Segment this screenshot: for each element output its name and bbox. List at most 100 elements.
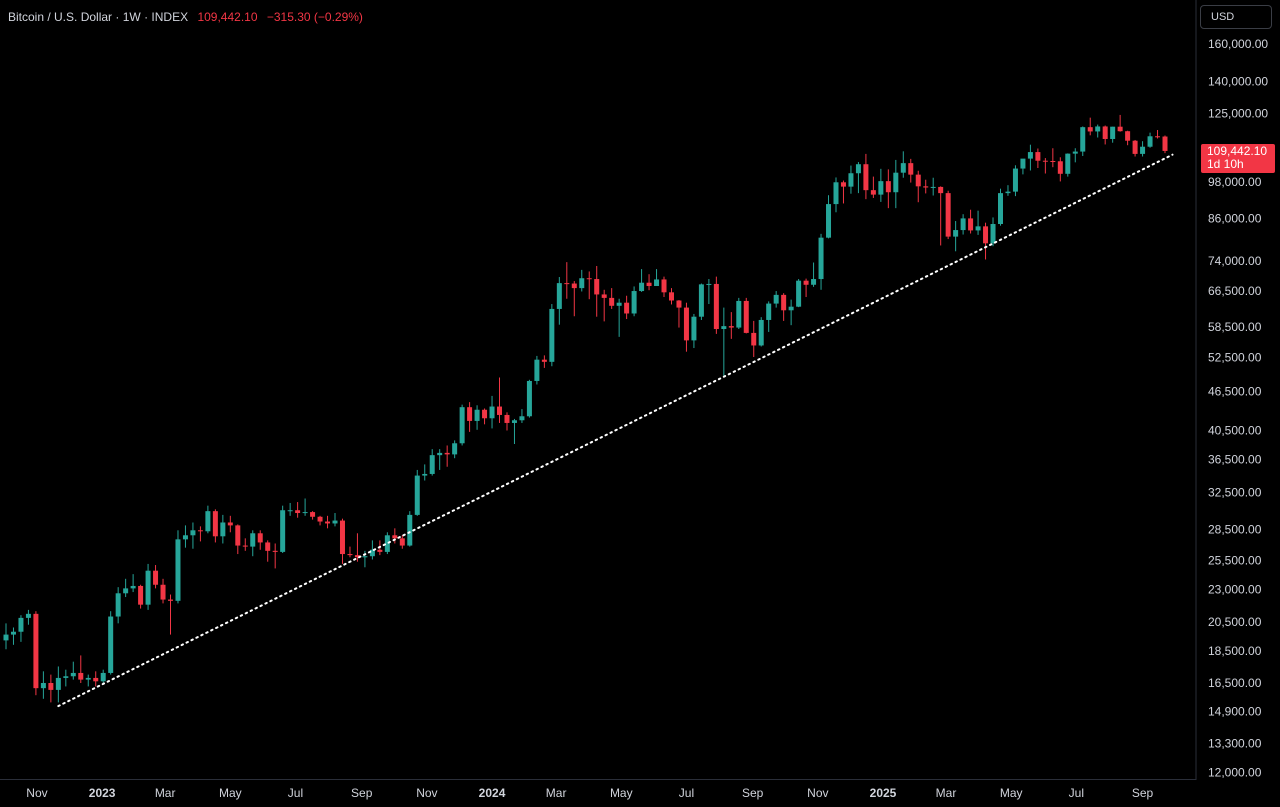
- candle-up[interactable]: [549, 304, 555, 367]
- candle-up[interactable]: [205, 505, 211, 534]
- candle-up[interactable]: [736, 297, 742, 330]
- candle-down[interactable]: [504, 412, 510, 431]
- candle-up[interactable]: [190, 522, 196, 549]
- candle-down[interactable]: [586, 271, 592, 300]
- candle-up[interactable]: [811, 262, 817, 287]
- candle-down[interactable]: [728, 312, 734, 339]
- candle-up[interactable]: [631, 286, 637, 317]
- candle-up[interactable]: [639, 269, 645, 292]
- candle-up[interactable]: [1065, 153, 1071, 177]
- candle-up[interactable]: [878, 168, 884, 202]
- candle-up[interactable]: [900, 151, 906, 178]
- candle-up[interactable]: [788, 299, 794, 326]
- candle-down[interactable]: [339, 518, 345, 564]
- candle-up[interactable]: [953, 221, 959, 252]
- candle-up[interactable]: [556, 277, 562, 325]
- candle-down[interactable]: [870, 176, 876, 198]
- candle-up[interactable]: [691, 313, 697, 349]
- candle-up[interactable]: [893, 159, 899, 209]
- candle-up[interactable]: [369, 540, 375, 560]
- candle-up[interactable]: [85, 674, 91, 687]
- candle-up[interactable]: [429, 449, 435, 476]
- candle-up[interactable]: [63, 669, 69, 687]
- candle-up[interactable]: [1020, 158, 1026, 175]
- candle-up[interactable]: [145, 563, 151, 610]
- currency-button[interactable]: USD: [1200, 5, 1272, 29]
- candle-up[interactable]: [459, 404, 465, 446]
- candle-down[interactable]: [317, 515, 323, 526]
- candle-down[interactable]: [347, 546, 353, 558]
- candle-up[interactable]: [250, 530, 256, 557]
- candle-up[interactable]: [758, 317, 764, 347]
- candle-up[interactable]: [1095, 124, 1101, 138]
- candle-down[interactable]: [923, 179, 929, 194]
- candle-up[interactable]: [1027, 144, 1033, 171]
- candle-up[interactable]: [766, 301, 772, 332]
- candle-down[interactable]: [153, 565, 159, 589]
- candle-down[interactable]: [541, 355, 547, 368]
- candle-up[interactable]: [70, 661, 76, 680]
- candle-down[interactable]: [1057, 157, 1063, 182]
- candle-down[interactable]: [227, 515, 233, 533]
- candle-up[interactable]: [25, 609, 31, 625]
- candle-down[interactable]: [1042, 158, 1048, 174]
- candle-up[interactable]: [960, 214, 966, 235]
- candle-up[interactable]: [848, 165, 854, 194]
- candle-down[interactable]: [467, 402, 473, 432]
- candle-up[interactable]: [975, 210, 981, 235]
- candle-up[interactable]: [997, 188, 1003, 226]
- candle-up[interactable]: [407, 511, 413, 547]
- candle-down[interactable]: [160, 578, 166, 604]
- candle-up[interactable]: [773, 291, 779, 308]
- candle-up[interactable]: [115, 587, 121, 624]
- candle-up[interactable]: [489, 395, 495, 429]
- candle-down[interactable]: [885, 169, 891, 209]
- candle-down[interactable]: [676, 300, 682, 328]
- candle-down[interactable]: [399, 535, 405, 549]
- candle-up[interactable]: [930, 177, 936, 196]
- candle-up[interactable]: [1140, 141, 1146, 157]
- candle-down[interactable]: [295, 502, 301, 518]
- candle-up[interactable]: [40, 671, 46, 699]
- candle-down[interactable]: [392, 528, 398, 544]
- candle-up[interactable]: [1012, 165, 1018, 197]
- candle-up[interactable]: [175, 530, 181, 604]
- candle-down[interactable]: [272, 543, 278, 569]
- candle-up[interactable]: [654, 269, 660, 287]
- candle-up[interactable]: [18, 615, 24, 642]
- candle-down[interactable]: [235, 524, 241, 555]
- candle-down[interactable]: [325, 515, 331, 529]
- candle-down[interactable]: [938, 186, 944, 246]
- candle-up[interactable]: [579, 269, 585, 292]
- candle-up[interactable]: [10, 627, 16, 645]
- candle-up[interactable]: [287, 502, 293, 516]
- candle-down[interactable]: [751, 320, 757, 357]
- candle-down[interactable]: [197, 526, 203, 542]
- candle-up[interactable]: [1110, 126, 1116, 143]
- candle-down[interactable]: [1155, 130, 1161, 139]
- candle-down[interactable]: [781, 293, 787, 321]
- candle-up[interactable]: [833, 177, 839, 213]
- candle-down[interactable]: [33, 611, 39, 696]
- candle-down[interactable]: [48, 674, 54, 703]
- candle-down[interactable]: [444, 445, 450, 467]
- candle-down[interactable]: [713, 276, 719, 334]
- candle-up[interactable]: [990, 217, 996, 247]
- candle-down[interactable]: [661, 276, 667, 298]
- candle-up[interactable]: [302, 498, 308, 516]
- candle-down[interactable]: [257, 530, 263, 550]
- candle-up[interactable]: [826, 195, 832, 239]
- candle-up[interactable]: [130, 574, 136, 593]
- candle-down[interactable]: [803, 278, 809, 298]
- candle-up[interactable]: [108, 611, 114, 675]
- candle-down[interactable]: [945, 190, 951, 240]
- candle-up[interactable]: [526, 379, 532, 418]
- candle-up[interactable]: [1005, 185, 1011, 196]
- candle-down[interactable]: [212, 509, 218, 543]
- candle-down[interactable]: [743, 297, 749, 334]
- candle-down[interactable]: [482, 408, 488, 425]
- candle-down[interactable]: [915, 170, 921, 203]
- candle-up[interactable]: [1147, 132, 1153, 148]
- candle-down[interactable]: [908, 158, 914, 183]
